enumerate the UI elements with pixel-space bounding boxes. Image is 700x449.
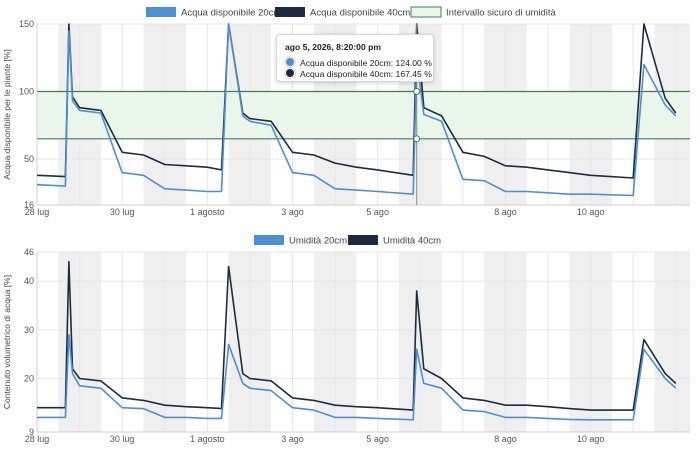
legend-label: Acqua disponibile 20cm — [181, 8, 281, 19]
hover-marker-lower — [413, 135, 421, 143]
y-tick-label: 30 — [24, 325, 34, 335]
x-tick-label: 28 lug — [25, 207, 50, 217]
chart-tooltip: ago 5, 2026, 8:20:00 pm Acqua disponibil… — [276, 34, 434, 82]
legend-swatch — [254, 235, 284, 245]
x-tick-label: 3 ago — [281, 207, 304, 217]
legend-label: Umidità 40cm — [383, 236, 441, 247]
x-tick-label: 8 ago — [494, 434, 517, 444]
legend-label: Acqua disponibile 40cm — [310, 8, 410, 19]
series-line-20cm — [37, 333, 677, 421]
legend-swatch — [410, 6, 442, 18]
x-tick-label: 28 lug — [25, 434, 50, 444]
x-tick-label: 30 lug — [110, 434, 135, 444]
y-axis-title: Contenuto volumetrico di acqua [%] — [2, 275, 12, 409]
x-tick-label: 8 ago — [494, 207, 517, 217]
y-tick-label: 150 — [19, 19, 34, 29]
y-tick-label: 16 — [24, 200, 34, 210]
safe-range-band — [37, 91, 690, 139]
x-tick-label: 3 ago — [281, 434, 304, 444]
tooltip-row-20cm: Acqua disponibile 20cm: 124.00 % — [285, 57, 432, 68]
x-tick-label: 10 ago — [577, 207, 605, 217]
chart-panel-2: 9 20 30 40 46 28 lug 30 lug 1 agosto 3 ago 5 ago 8… — [2, 235, 690, 444]
tooltip-row-40cm: Acqua disponibile 40cm: 167.45 % — [285, 68, 432, 79]
day-band — [654, 252, 690, 432]
series-line-40cm — [36, 23, 677, 179]
x-tick-label: 1 agosto — [190, 434, 225, 444]
tooltip-title: ago 5, 2026, 8:20:00 pm — [285, 42, 382, 52]
y-tick-label: 100 — [19, 87, 34, 97]
x-tick-label: 5 ago — [366, 207, 389, 217]
y-tick-label: 20 — [24, 373, 34, 383]
legend-label: Umidità 20cm — [289, 236, 347, 247]
x-tick-label: 5 ago — [366, 434, 389, 444]
legend-swatch — [146, 7, 176, 17]
tooltip-dot-40cm — [285, 68, 295, 78]
legend-swatch — [275, 7, 305, 17]
hover-marker-upper — [413, 88, 421, 96]
x-tick-label: 10 ago — [577, 434, 605, 444]
tooltip-text-20cm: Acqua disponibile 20cm: 124.00 % — [300, 58, 432, 68]
y-tick-label: 40 — [24, 276, 34, 286]
legend-label: Intervallo sicuro di umidità — [446, 8, 557, 19]
series-line-20cm — [36, 23, 677, 197]
y-axis-title: Acqua disponibile per le piante [%] — [2, 49, 12, 179]
y-tick-label: 46 — [24, 247, 34, 257]
series-line-40cm — [37, 260, 677, 411]
tooltip-dot-20cm — [285, 57, 295, 67]
x-tick-label: 30 lug — [110, 207, 135, 217]
y-tick-label: 50 — [24, 154, 34, 164]
legend-swatch — [348, 235, 378, 245]
x-tick-label: 1 agosto — [190, 207, 225, 217]
y-tick-label: 9 — [29, 427, 34, 437]
tooltip-text-40cm: Acqua disponibile 40cm: 167.45 % — [300, 69, 432, 79]
